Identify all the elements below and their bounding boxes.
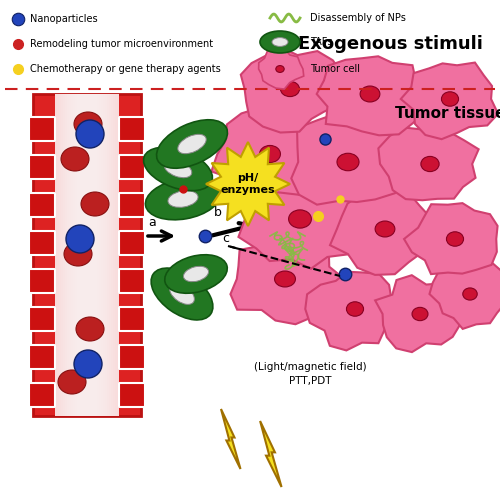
Ellipse shape bbox=[276, 66, 284, 73]
Ellipse shape bbox=[184, 266, 208, 282]
Polygon shape bbox=[258, 49, 304, 89]
Ellipse shape bbox=[170, 284, 194, 304]
Polygon shape bbox=[375, 275, 462, 352]
Bar bbox=[59, 94, 115, 416]
Text: (Light/magnetic field)
PTT,PDT: (Light/magnetic field) PTT,PDT bbox=[254, 363, 366, 386]
FancyBboxPatch shape bbox=[29, 345, 55, 369]
Ellipse shape bbox=[412, 307, 428, 321]
FancyBboxPatch shape bbox=[119, 231, 145, 255]
Ellipse shape bbox=[288, 210, 312, 228]
Text: Remodeling tumor microenvironment: Remodeling tumor microenvironment bbox=[30, 39, 213, 49]
Bar bbox=[77, 94, 97, 416]
Text: Disassembly of NPs: Disassembly of NPs bbox=[310, 13, 406, 23]
Text: a: a bbox=[148, 216, 156, 229]
FancyBboxPatch shape bbox=[119, 383, 145, 407]
Ellipse shape bbox=[274, 271, 295, 287]
Text: Exogenous stimuli: Exogenous stimuli bbox=[298, 35, 482, 53]
Ellipse shape bbox=[337, 153, 359, 171]
Ellipse shape bbox=[421, 157, 439, 171]
Ellipse shape bbox=[280, 82, 299, 97]
Bar bbox=[57, 94, 117, 416]
Polygon shape bbox=[241, 47, 342, 132]
Polygon shape bbox=[316, 56, 426, 135]
Polygon shape bbox=[292, 112, 408, 205]
Ellipse shape bbox=[61, 147, 89, 171]
Bar bbox=[33, 94, 141, 416]
Polygon shape bbox=[238, 165, 361, 269]
Ellipse shape bbox=[151, 268, 213, 320]
Ellipse shape bbox=[260, 31, 300, 53]
Ellipse shape bbox=[178, 134, 206, 154]
Ellipse shape bbox=[58, 370, 86, 394]
Polygon shape bbox=[330, 187, 442, 275]
Text: b: b bbox=[214, 206, 222, 219]
Ellipse shape bbox=[260, 145, 280, 163]
Ellipse shape bbox=[463, 288, 477, 300]
FancyBboxPatch shape bbox=[119, 117, 145, 141]
FancyBboxPatch shape bbox=[119, 307, 145, 331]
Polygon shape bbox=[430, 258, 500, 329]
Bar bbox=[63, 94, 111, 416]
Ellipse shape bbox=[360, 86, 380, 102]
Bar bbox=[75, 94, 99, 416]
Bar bbox=[65, 94, 109, 416]
Polygon shape bbox=[306, 272, 396, 350]
FancyBboxPatch shape bbox=[29, 193, 55, 217]
FancyBboxPatch shape bbox=[119, 345, 145, 369]
Ellipse shape bbox=[168, 191, 198, 207]
Text: Tumor cell: Tumor cell bbox=[310, 64, 360, 74]
Ellipse shape bbox=[156, 120, 228, 168]
Text: TAFs: TAFs bbox=[310, 37, 332, 47]
Polygon shape bbox=[378, 126, 478, 200]
Polygon shape bbox=[221, 409, 240, 469]
FancyBboxPatch shape bbox=[29, 307, 55, 331]
Polygon shape bbox=[212, 106, 323, 204]
Ellipse shape bbox=[81, 192, 109, 216]
FancyBboxPatch shape bbox=[29, 269, 55, 293]
Ellipse shape bbox=[146, 178, 220, 220]
Bar bbox=[69, 94, 105, 416]
FancyBboxPatch shape bbox=[119, 155, 145, 179]
Ellipse shape bbox=[164, 161, 192, 178]
Bar bbox=[61, 94, 113, 416]
Ellipse shape bbox=[144, 147, 212, 191]
Bar bbox=[71, 94, 103, 416]
Ellipse shape bbox=[64, 242, 92, 266]
Circle shape bbox=[76, 120, 104, 148]
Bar bbox=[67, 94, 107, 416]
FancyBboxPatch shape bbox=[29, 231, 55, 255]
Polygon shape bbox=[260, 421, 281, 487]
Ellipse shape bbox=[76, 317, 104, 341]
Circle shape bbox=[74, 350, 102, 378]
Text: pH/
enzymes: pH/ enzymes bbox=[220, 173, 276, 195]
Text: Nanoparticles: Nanoparticles bbox=[30, 14, 98, 24]
Ellipse shape bbox=[375, 221, 395, 237]
Circle shape bbox=[66, 225, 94, 253]
FancyBboxPatch shape bbox=[119, 269, 145, 293]
Ellipse shape bbox=[272, 38, 288, 46]
Bar bbox=[55, 94, 119, 416]
Polygon shape bbox=[404, 203, 498, 274]
FancyBboxPatch shape bbox=[29, 155, 55, 179]
FancyBboxPatch shape bbox=[29, 383, 55, 407]
FancyBboxPatch shape bbox=[119, 193, 145, 217]
Ellipse shape bbox=[442, 92, 458, 106]
Ellipse shape bbox=[164, 255, 228, 293]
Text: Chemotherapy or gene therapy agents: Chemotherapy or gene therapy agents bbox=[30, 64, 221, 74]
Text: Tumor tissue: Tumor tissue bbox=[395, 107, 500, 122]
Ellipse shape bbox=[74, 112, 102, 136]
Bar bbox=[55, 94, 119, 416]
Ellipse shape bbox=[446, 232, 464, 246]
Ellipse shape bbox=[346, 302, 364, 316]
Text: c: c bbox=[222, 232, 229, 245]
FancyBboxPatch shape bbox=[29, 117, 55, 141]
Polygon shape bbox=[401, 63, 498, 139]
Bar bbox=[73, 94, 101, 416]
Polygon shape bbox=[206, 142, 290, 226]
Polygon shape bbox=[230, 238, 344, 324]
